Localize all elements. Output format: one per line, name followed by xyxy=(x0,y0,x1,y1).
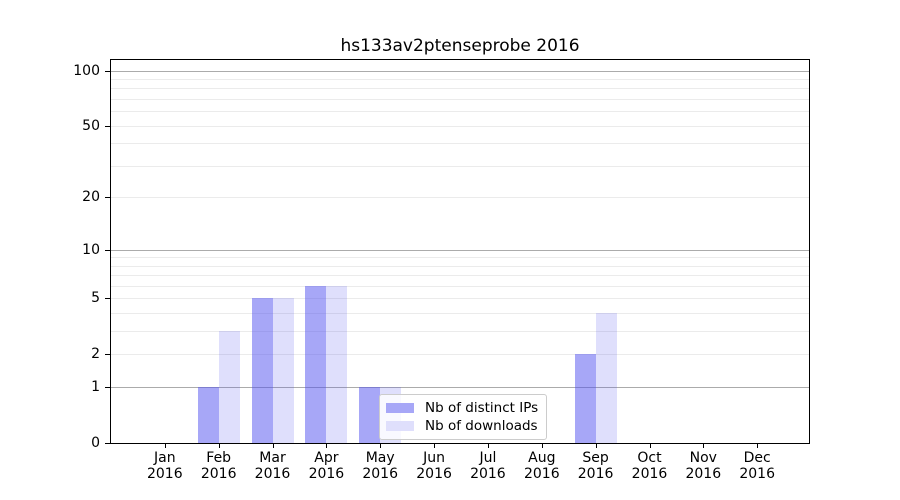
legend-swatch-icon xyxy=(386,403,414,413)
bar-apr-ips xyxy=(305,286,327,443)
y-tick-mark xyxy=(105,443,110,444)
minor-gridline xyxy=(111,257,809,259)
y-tick-label: 0 xyxy=(91,435,100,451)
y-tick-label: 10 xyxy=(82,241,100,258)
x-tick-mark xyxy=(380,444,382,448)
y-tick-label: 5 xyxy=(91,290,100,307)
legend-item-label: Nb of downloads xyxy=(425,418,538,434)
minor-gridline xyxy=(111,143,809,145)
x-tick-mark xyxy=(434,444,436,448)
minor-gridline xyxy=(111,275,809,277)
major-gridline xyxy=(111,70,809,72)
x-tick-label: Nov 2016 xyxy=(685,450,722,482)
x-tick-label: Jul 2016 xyxy=(470,450,506,482)
bar-mar-downloads xyxy=(272,298,294,443)
x-tick-label: Jan 2016 xyxy=(146,450,183,482)
minor-gridline xyxy=(111,88,809,90)
y-tick-mark xyxy=(105,249,110,251)
minor-gridline xyxy=(111,99,809,100)
y-tick-mark xyxy=(105,298,110,300)
y-tick-label: 50 xyxy=(82,117,100,134)
x-tick-mark xyxy=(703,444,705,448)
x-tick-label: Feb 2016 xyxy=(200,450,237,482)
legend-swatch-icon xyxy=(386,421,414,431)
y-tick-mark xyxy=(105,387,110,389)
bar-may-ips xyxy=(359,387,381,443)
minor-gridline xyxy=(111,165,809,167)
bar-feb-downloads xyxy=(218,331,240,443)
legend: Nb of distinct IPs Nb of downloads xyxy=(379,394,547,440)
x-tick-label: Dec 2016 xyxy=(739,450,775,482)
legend-item-label: Nb of distinct IPs xyxy=(425,400,539,416)
minor-gridline xyxy=(111,197,809,199)
major-gridline xyxy=(111,249,809,251)
x-tick-label: Apr 2016 xyxy=(308,450,345,482)
major-gridline xyxy=(111,387,809,389)
plot-area: Nb of distinct IPs Nb of downloads xyxy=(110,59,810,444)
y-tick-label: 1 xyxy=(91,379,100,396)
x-tick-mark xyxy=(649,444,651,448)
minor-gridline xyxy=(111,111,809,113)
minor-gridline xyxy=(111,354,809,356)
bar-mar-ips xyxy=(251,298,273,443)
y-tick-mark xyxy=(105,354,110,356)
y-tick-label: 100 xyxy=(73,62,100,79)
x-tick-mark xyxy=(272,444,274,448)
legend-item: Nb of distinct IPs xyxy=(386,399,539,417)
y-tick-label: 20 xyxy=(82,189,100,206)
chart-title: hs133av2ptenseprobe 2016 xyxy=(340,36,580,56)
x-tick-mark xyxy=(541,444,543,448)
x-tick-mark xyxy=(326,444,328,448)
bar-feb-ips xyxy=(197,387,219,443)
x-tick-mark xyxy=(595,444,597,448)
x-tick-label: Sep 2016 xyxy=(577,450,614,482)
bar-sep-downloads xyxy=(595,313,617,443)
x-tick-label: May 2016 xyxy=(362,450,398,482)
y-tick-mark xyxy=(105,197,110,199)
y-tick-label: 2 xyxy=(91,346,100,363)
legend-item: Nb of downloads xyxy=(386,417,539,435)
minor-gridline xyxy=(111,265,809,267)
x-tick-mark xyxy=(487,444,489,448)
minor-gridline xyxy=(111,331,809,333)
x-tick-label: Aug 2016 xyxy=(523,450,560,482)
x-tick-label: Jun 2016 xyxy=(416,450,452,482)
x-tick-label: Oct 2016 xyxy=(631,450,668,482)
x-tick-mark xyxy=(757,444,759,448)
minor-gridline xyxy=(111,298,809,300)
x-tick-mark xyxy=(164,444,166,448)
bar-sep-ips xyxy=(574,354,596,443)
minor-gridline xyxy=(111,313,809,315)
y-tick-mark xyxy=(105,125,110,127)
bar-apr-downloads xyxy=(326,286,348,443)
minor-gridline xyxy=(111,79,809,80)
x-tick-label: Mar 2016 xyxy=(254,450,291,482)
minor-gridline xyxy=(111,125,809,127)
minor-gridline xyxy=(111,286,809,287)
plot-canvas xyxy=(111,60,809,443)
y-tick-mark xyxy=(105,70,110,72)
x-tick-mark xyxy=(218,444,220,448)
